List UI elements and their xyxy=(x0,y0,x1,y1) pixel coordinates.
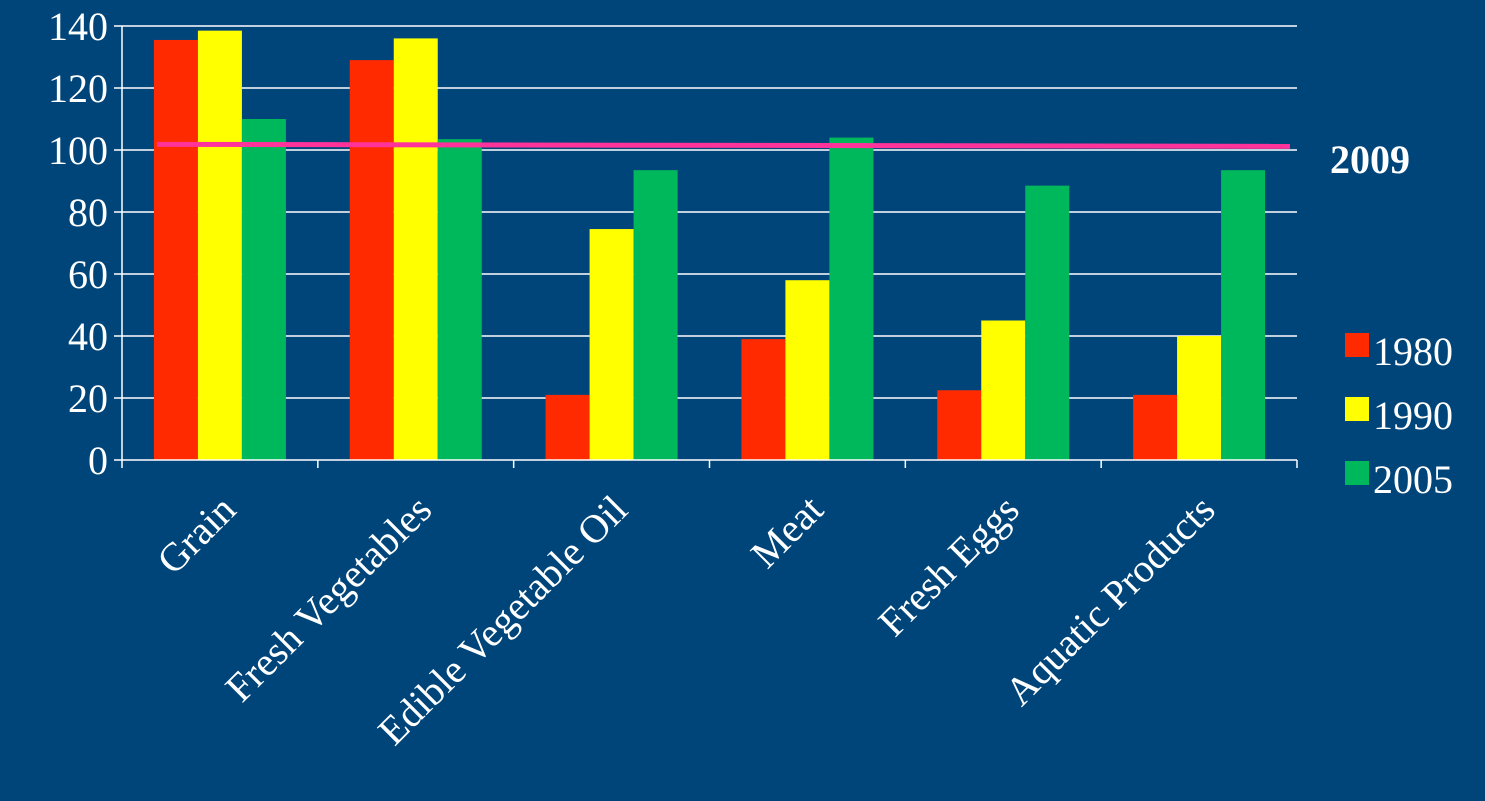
bar-2005-fresh-eggs xyxy=(1025,185,1070,460)
y-tick-labels: 0 20 40 60 80 100 120 140 xyxy=(48,4,108,483)
bar-1980-edible-vegetable-oil xyxy=(545,394,590,460)
y-tick-label: 120 xyxy=(48,66,108,111)
bar-2005-meat xyxy=(829,137,874,460)
y-tick-label: 20 xyxy=(68,376,108,421)
reference-line-label: 2009 xyxy=(1330,137,1410,182)
legend: 1980 1990 2005 xyxy=(1345,329,1453,502)
y-tick-label: 40 xyxy=(68,314,108,359)
bar-1990-meat xyxy=(785,280,830,460)
axes xyxy=(114,25,1298,468)
y-tick-label: 80 xyxy=(68,190,108,235)
bars xyxy=(153,30,1266,461)
bar-1980-meat xyxy=(741,339,786,460)
bar-2005-aquatic-products xyxy=(1221,170,1266,460)
bar-1980-fresh-vegetables xyxy=(349,60,394,460)
reference-line-group: 2009 xyxy=(156,137,1410,182)
y-tick-label: 0 xyxy=(88,438,108,483)
bar-1980-grain xyxy=(153,39,198,460)
bar-1980-fresh-eggs xyxy=(937,390,982,460)
bar-1990-edible-vegetable-oil xyxy=(589,229,634,460)
legend-swatch xyxy=(1345,397,1369,421)
bar-1990-aquatic-products xyxy=(1177,336,1222,460)
bar-2005-edible-vegetable-oil xyxy=(633,170,678,460)
y-tick-label: 60 xyxy=(68,252,108,297)
bar-1990-fresh-eggs xyxy=(981,320,1026,460)
legend-label: 1990 xyxy=(1373,393,1453,438)
bar-2005-fresh-vegetables xyxy=(437,139,482,460)
legend-swatch xyxy=(1345,461,1369,485)
reference-line xyxy=(156,141,1291,149)
y-tick-label: 140 xyxy=(48,4,108,49)
bar-1980-aquatic-products xyxy=(1133,394,1178,460)
legend-label: 1980 xyxy=(1373,329,1453,374)
y-tick-label: 100 xyxy=(48,128,108,173)
bar-2005-grain xyxy=(241,119,286,460)
legend-swatch xyxy=(1345,333,1369,357)
gridlines xyxy=(122,25,1297,399)
legend-label: 2005 xyxy=(1373,457,1453,502)
bar-1990-fresh-vegetables xyxy=(393,38,438,461)
bar-1990-grain xyxy=(197,30,242,461)
